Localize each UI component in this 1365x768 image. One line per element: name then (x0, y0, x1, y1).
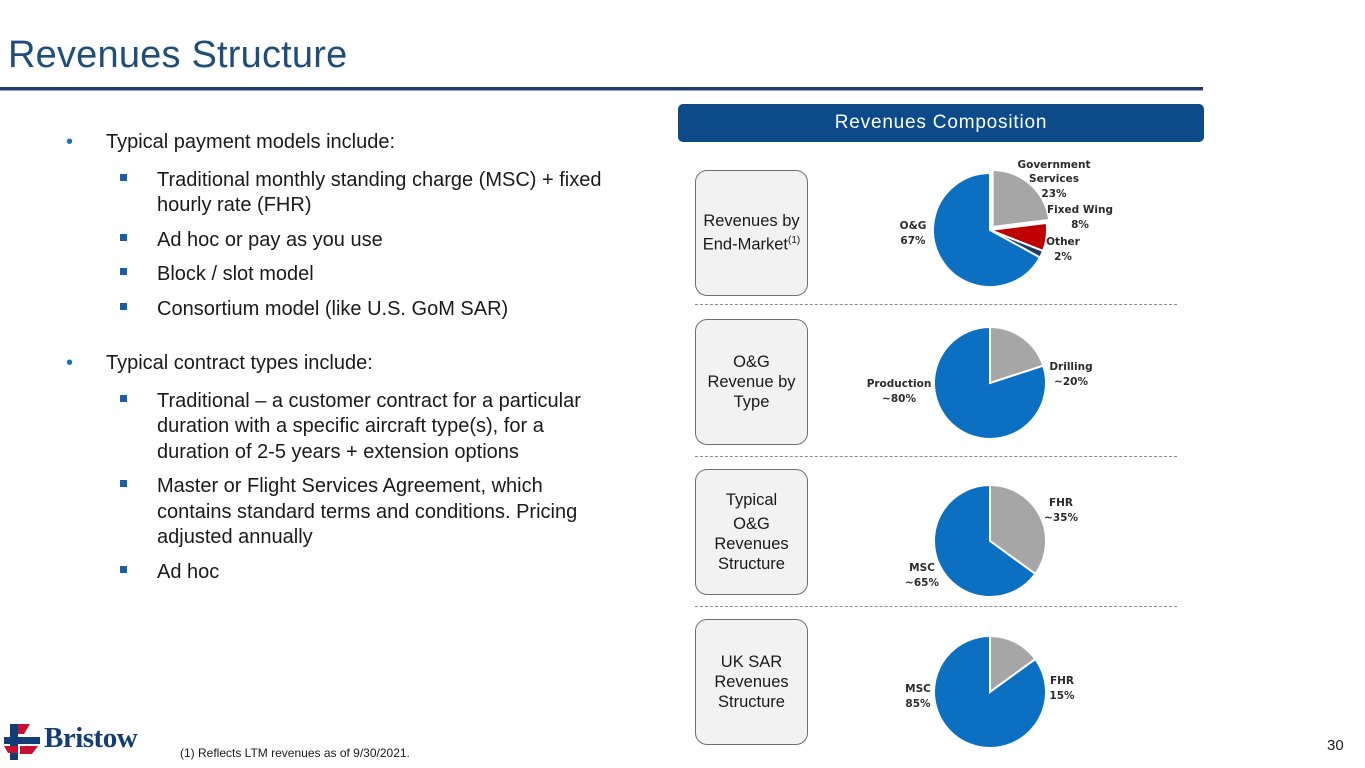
pie-slice (989, 325, 1045, 385)
slice-value-label: ~80% (882, 393, 916, 405)
row-divider (695, 456, 1177, 457)
pie-chart: FHR ~35% MSC ~65% (905, 483, 1078, 598)
slice-label: MSC (909, 562, 935, 574)
pie-slice (933, 483, 1037, 598)
page-number: 30 (1327, 737, 1344, 754)
bullet-dot-icon: • (66, 352, 74, 374)
slice-label: Production (867, 378, 932, 390)
bullet-text: Block / slot model (157, 263, 314, 285)
row-label-og-structure: Typical O&G Revenues Structure (695, 469, 808, 595)
slice-value-label: 15% (1049, 690, 1075, 702)
slice-label: FHR (1049, 497, 1073, 509)
bullet-dot-icon: • (66, 131, 74, 153)
square-bullet-icon (120, 480, 127, 487)
payment-models-heading: • Typical payment models include: (66, 130, 606, 156)
square-bullet-icon (120, 302, 127, 310)
slice-value-label: ~20% (1054, 376, 1088, 388)
footnote: (1) Reflects LTM revenues as of 9/30/202… (180, 746, 410, 760)
slice-value-label: 2% (1054, 251, 1072, 263)
pie-chart: Government Services 23% Fixed Wing 8% Other 2%… (900, 159, 1113, 288)
slice-label: MSC (905, 683, 931, 695)
page-title: Revenues Structure (8, 34, 348, 76)
footnote-marker: (1) (788, 235, 801, 247)
square-bullet-icon (120, 268, 127, 275)
list-item: Ad hoc (66, 560, 606, 586)
list-item: Master or Flight Services Agreement, whi… (66, 474, 606, 551)
row-label-text: Typical (725, 491, 778, 509)
bullet-text: Master or Flight Services Agreement, whi… (157, 475, 578, 548)
pie-chart: Drilling ~20% Production ~80% (867, 325, 1093, 440)
bullet-text: Ad hoc or pay as you use (157, 228, 383, 251)
bristow-logo: Bristow (4, 722, 144, 762)
pie-slice (989, 483, 1047, 576)
square-bullet-icon (120, 233, 127, 241)
pie-chart: FHR 15% MSC 85% (905, 634, 1075, 749)
contract-types-heading: • Typical contract types include: (66, 351, 606, 377)
row-divider (695, 606, 1177, 607)
title-rule (0, 87, 1203, 90)
pie-slice (991, 168, 1051, 229)
pie-slice (933, 634, 1047, 749)
pie-slice (932, 171, 1042, 288)
list-item: Block / slot model (66, 262, 606, 288)
bristow-logo-icon (4, 724, 40, 760)
slice-label: Drilling (1049, 361, 1092, 373)
row-label-end-market: Revenues by End-Market(1) (695, 170, 808, 296)
slice-value-label: ~35% (1044, 512, 1078, 524)
slice-value-label: 67% (900, 235, 926, 247)
row-label-text: Revenues by End-Market (702, 212, 800, 254)
bullet-text: Typical payment models include: (106, 131, 396, 153)
square-bullet-icon (120, 173, 127, 181)
slice-value-label: ~65% (905, 577, 939, 589)
row-label-text: O&G Revenue by Type (707, 353, 796, 411)
bullet-text: Traditional monthly standing charge (MSC… (157, 168, 602, 217)
pie-slice (989, 221, 1048, 253)
row-label-uk-sar: UK SAR Revenues Structure (695, 619, 808, 745)
list-item: Traditional monthly standing charge (MSC… (66, 168, 606, 219)
slice-label: Other (1046, 236, 1081, 248)
slice-label: FHR (1050, 675, 1074, 687)
square-bullet-icon (120, 565, 127, 573)
pie-slice (933, 325, 1047, 440)
bullet-text: Consortium model (like U.S. GoM SAR) (157, 297, 509, 320)
row-label-og-type: O&G Revenue by Type (695, 319, 808, 445)
row-divider (695, 304, 1177, 305)
bullet-text: Typical contract types include: (106, 352, 373, 374)
slice-label: Government (1017, 159, 1090, 171)
slice-label: Fixed Wing (1047, 204, 1113, 216)
bullet-text: Ad hoc (157, 560, 220, 583)
pie-slice (989, 229, 1045, 259)
revenues-composition-header: Revenues Composition (678, 104, 1204, 142)
logo-wordmark: Bristow (44, 722, 138, 754)
slice-value-label: 85% (905, 698, 931, 710)
slice-value-label: 8% (1071, 219, 1089, 231)
slice-value-label: 23% (1041, 188, 1067, 200)
row-label-text: UK SAR Revenues Structure (714, 653, 789, 711)
square-bullet-icon (120, 394, 127, 402)
bullet-text: Traditional – a customer contract for a … (157, 389, 581, 463)
bullet-list: • Typical payment models include: Tradit… (66, 130, 606, 594)
list-item: Traditional – a customer contract for a … (66, 389, 606, 466)
row-label-text: O&G Revenues Structure (714, 515, 789, 573)
list-item: Ad hoc or pay as you use (66, 228, 606, 254)
list-item: Consortium model (like U.S. GoM SAR) (66, 297, 606, 323)
slice-label: Services (1029, 173, 1079, 185)
slice-label: O&G (900, 220, 927, 232)
pie-slice (989, 634, 1037, 694)
